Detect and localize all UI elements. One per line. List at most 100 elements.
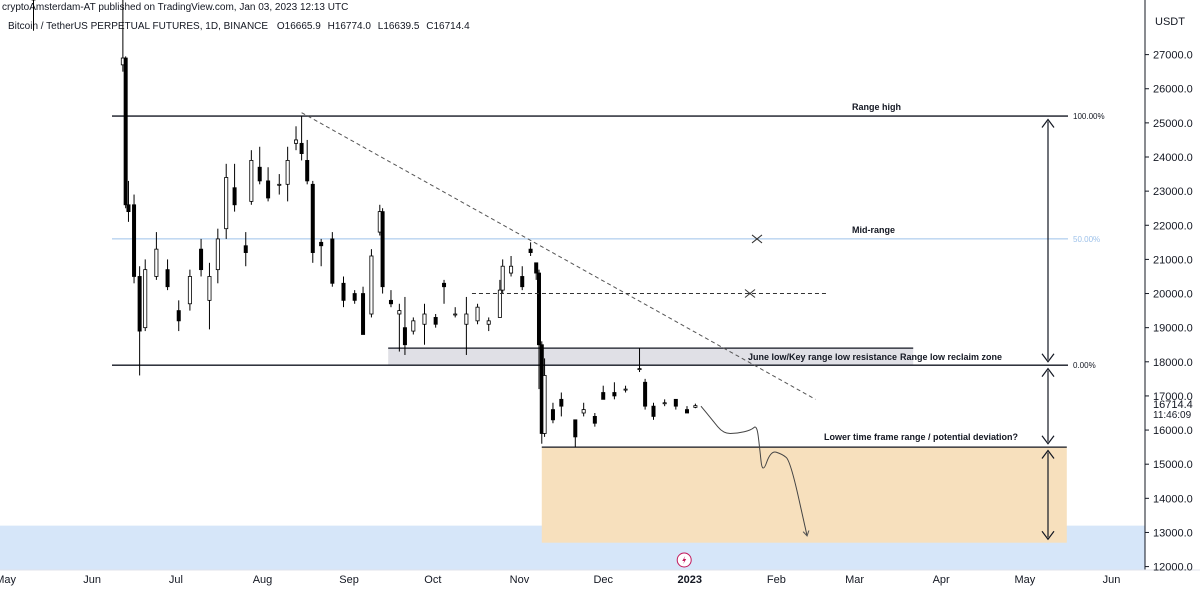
x-tick-label: Oct [424, 574, 441, 586]
countdown-label: 11:46:09 [1153, 410, 1192, 421]
candle [176, 300, 181, 332]
candle [550, 402, 555, 424]
candle [528, 242, 533, 256]
x-tick-label: May [0, 574, 16, 586]
candle [397, 303, 402, 352]
y-tick-label: 20000.0 [1153, 289, 1193, 301]
y-tick-label: 26000.0 [1153, 84, 1193, 96]
last-price-label: 16714.4 [1153, 399, 1193, 411]
mid-range-pct-label: 50.00% [1073, 235, 1100, 244]
y-tick-label: 25000.0 [1153, 118, 1193, 130]
range-high-label: Range high [852, 102, 901, 112]
candle [601, 385, 606, 400]
candle [352, 290, 357, 304]
candle-body [402, 327, 407, 346]
candle [137, 266, 142, 376]
candle [132, 194, 137, 284]
candle-body [165, 269, 170, 288]
x-tick-label: Mar [845, 574, 864, 586]
gap-arrow-head-top [1041, 367, 1055, 377]
x-tick-label: Apr [933, 574, 950, 586]
candle-body [132, 204, 137, 277]
candle-body [475, 306, 480, 322]
candle [341, 276, 346, 308]
currency-label: USDT [1155, 16, 1185, 28]
candle-body [243, 245, 248, 253]
mid-range-label: Mid-range [852, 225, 895, 235]
candle [486, 317, 491, 332]
candle-body [215, 238, 220, 271]
y-tick-label: 18000.0 [1153, 357, 1193, 369]
x-tick-label: Nov [510, 574, 530, 586]
candle-body [486, 320, 491, 325]
candle-body [673, 398, 678, 407]
candle-body [143, 269, 148, 329]
y-tick-label: 21000.0 [1153, 254, 1193, 266]
candle-body [536, 272, 541, 346]
range-high-pct-label: 100.00% [1073, 112, 1105, 121]
candle-body [592, 416, 597, 424]
symbol-line: Bitcoin / TetherUS PERPETUAL FUTURES, 1D… [8, 21, 470, 32]
event-badge-bolt-icon [682, 556, 687, 564]
descending-trendline [301, 112, 816, 400]
ohlc-high: H16774.0 [327, 21, 371, 32]
candle-body [352, 293, 357, 301]
candle-body [497, 289, 502, 318]
mid-range-x-marker-b [751, 234, 763, 244]
candle [165, 259, 170, 291]
y-tick-label: 15000.0 [1153, 459, 1193, 471]
candle [651, 402, 656, 420]
candle [442, 279, 447, 304]
candle-body [442, 282, 447, 288]
candle-body [187, 276, 192, 305]
candle [637, 348, 642, 373]
y-tick-label: 24000.0 [1153, 152, 1193, 164]
candle-body [285, 160, 290, 185]
ohlc-low: L16639.5 [377, 21, 420, 32]
candle-body [685, 409, 690, 414]
candle-body [528, 248, 533, 253]
candle [266, 167, 271, 202]
candle [249, 150, 254, 205]
candle [310, 180, 315, 263]
candle [243, 232, 248, 267]
candle-body [542, 375, 547, 434]
candle [411, 317, 416, 335]
candle-body [612, 392, 617, 397]
candle-body [224, 177, 229, 230]
candle-body [520, 276, 525, 288]
candle-body [310, 183, 315, 253]
candle [285, 146, 290, 202]
y-tick-label: 12000.0 [1153, 562, 1193, 574]
dashed-level-x-marker [744, 289, 756, 298]
candle-body [500, 265, 505, 291]
candle [187, 269, 192, 311]
candle-body [651, 405, 656, 417]
ohlc-open: O16665.9 [276, 21, 321, 32]
candle-body [154, 248, 159, 277]
candle-body [623, 388, 628, 391]
candle [573, 419, 578, 448]
candle [534, 262, 539, 280]
candle [154, 232, 159, 280]
range-low-pct-label: 0.00% [1073, 361, 1096, 370]
candle [643, 378, 648, 410]
candle [380, 208, 385, 294]
candle [662, 399, 667, 407]
y-tick-label: 27000.0 [1153, 50, 1193, 62]
candle [464, 296, 469, 355]
mid-range-x-marker [751, 234, 763, 244]
zones: June low/Key range low resistance Lower t… [388, 347, 1067, 543]
candle-body [137, 276, 142, 332]
y-tick-label: 17000.0 [1153, 391, 1193, 403]
x-tick-label: Jun [1103, 574, 1121, 586]
candle [388, 290, 393, 308]
x-tick-label: 2023 [678, 574, 702, 586]
candle-body [573, 419, 578, 438]
gap-arrow-head-bottom [1041, 435, 1055, 445]
candle-body [453, 313, 458, 316]
deviation-arrow [1041, 449, 1055, 541]
candle [143, 259, 148, 332]
candle [294, 126, 299, 151]
